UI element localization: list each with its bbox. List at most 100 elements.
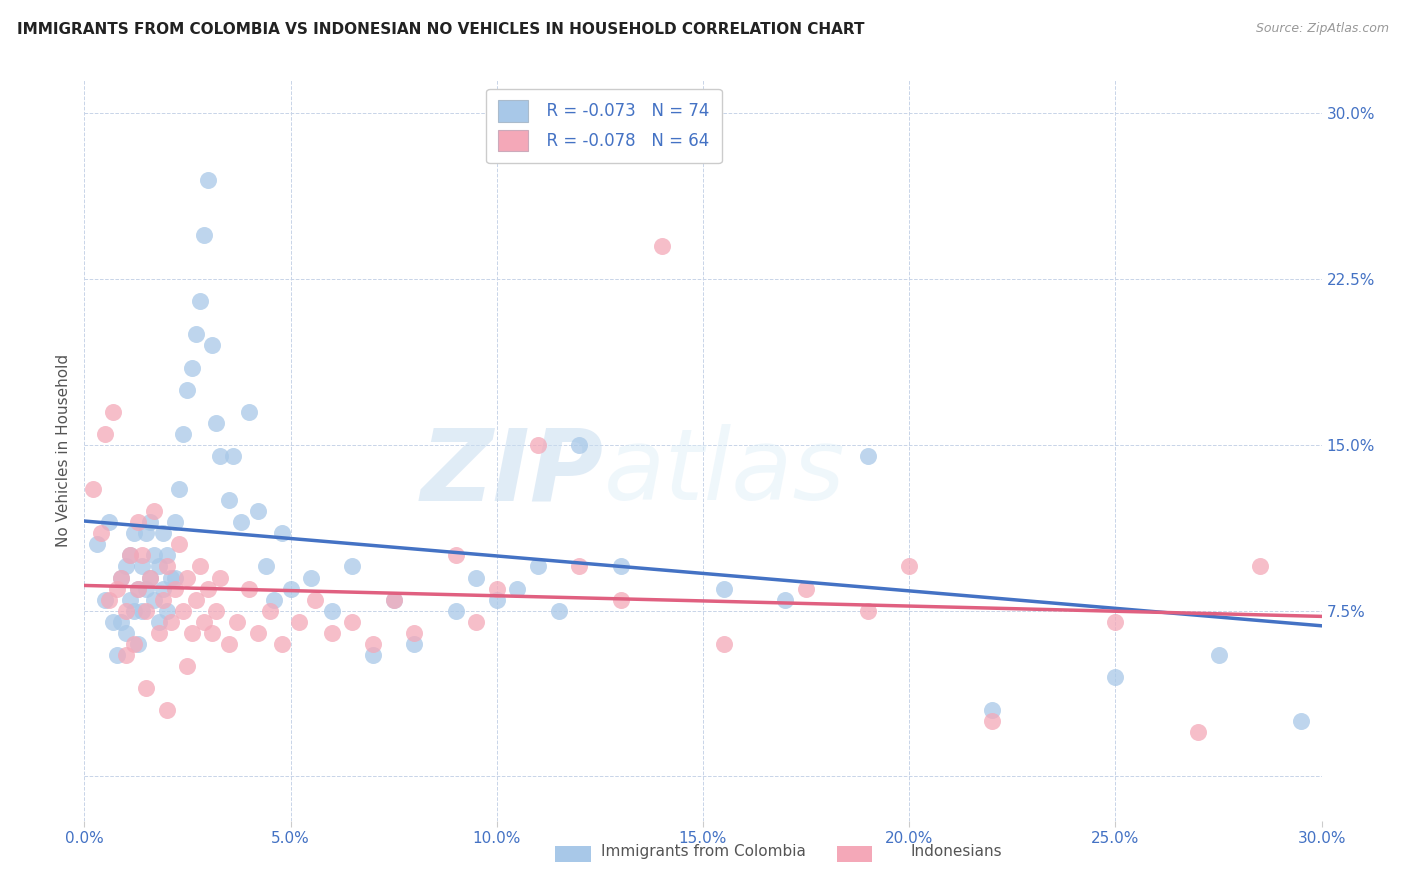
Point bbox=[382, 592, 405, 607]
Point bbox=[1187, 725, 1209, 739]
Point bbox=[404, 637, 426, 651]
Point bbox=[127, 516, 149, 530]
Point bbox=[110, 570, 132, 584]
Point bbox=[172, 426, 194, 441]
Point bbox=[218, 493, 240, 508]
Point bbox=[127, 582, 149, 596]
Point bbox=[139, 570, 162, 584]
Point bbox=[201, 625, 224, 640]
Point bbox=[176, 570, 198, 584]
Point bbox=[90, 526, 112, 541]
Point bbox=[131, 559, 153, 574]
Point bbox=[180, 360, 202, 375]
Point bbox=[94, 426, 117, 441]
Point bbox=[226, 615, 249, 629]
Point bbox=[229, 516, 252, 530]
Point bbox=[148, 625, 170, 640]
Point bbox=[193, 227, 215, 242]
Point bbox=[176, 383, 198, 397]
Point bbox=[176, 659, 198, 673]
Point bbox=[165, 516, 187, 530]
Point bbox=[197, 172, 219, 186]
Point bbox=[651, 128, 673, 143]
Point bbox=[160, 615, 183, 629]
Point bbox=[271, 526, 294, 541]
Point bbox=[506, 582, 529, 596]
Point bbox=[527, 438, 550, 452]
Point bbox=[188, 559, 211, 574]
Point bbox=[254, 559, 277, 574]
Point bbox=[165, 582, 187, 596]
Point bbox=[321, 604, 343, 618]
Text: Immigrants from Colombia: Immigrants from Colombia bbox=[600, 845, 806, 859]
Point bbox=[609, 559, 631, 574]
Point bbox=[103, 615, 125, 629]
Point bbox=[118, 549, 141, 563]
Point bbox=[127, 582, 149, 596]
Point bbox=[98, 516, 121, 530]
Point bbox=[980, 714, 1002, 729]
Point bbox=[1289, 714, 1312, 729]
Point bbox=[139, 516, 162, 530]
Point bbox=[156, 559, 179, 574]
Point bbox=[1249, 559, 1271, 574]
Point bbox=[180, 625, 202, 640]
Point bbox=[209, 570, 232, 584]
Point bbox=[193, 615, 215, 629]
Text: Indonesians: Indonesians bbox=[910, 845, 1002, 859]
Point bbox=[127, 637, 149, 651]
Point bbox=[321, 625, 343, 640]
Point bbox=[197, 582, 219, 596]
Point bbox=[547, 604, 569, 618]
Point bbox=[980, 703, 1002, 717]
Point bbox=[713, 582, 735, 596]
Point bbox=[205, 604, 228, 618]
Point bbox=[1104, 670, 1126, 684]
Point bbox=[184, 592, 207, 607]
Point bbox=[167, 537, 190, 551]
Point bbox=[856, 604, 879, 618]
Point bbox=[114, 625, 136, 640]
Point bbox=[568, 438, 591, 452]
Point bbox=[156, 703, 179, 717]
Point bbox=[143, 504, 166, 518]
Point bbox=[271, 637, 294, 651]
Point bbox=[609, 592, 631, 607]
Point bbox=[167, 482, 190, 496]
Point bbox=[361, 648, 384, 662]
Point bbox=[184, 327, 207, 342]
Point bbox=[898, 559, 921, 574]
Point bbox=[382, 592, 405, 607]
Text: ZIP: ZIP bbox=[420, 425, 605, 521]
Point bbox=[135, 582, 157, 596]
Point bbox=[201, 338, 224, 352]
Point bbox=[259, 604, 281, 618]
Point bbox=[156, 549, 179, 563]
Point bbox=[299, 570, 322, 584]
Point bbox=[143, 592, 166, 607]
Point bbox=[361, 637, 384, 651]
Point bbox=[651, 239, 673, 253]
Point bbox=[160, 570, 183, 584]
Point bbox=[527, 559, 550, 574]
Point bbox=[465, 615, 488, 629]
Point bbox=[122, 637, 145, 651]
Point bbox=[238, 405, 260, 419]
Point bbox=[105, 582, 128, 596]
Point bbox=[122, 604, 145, 618]
Point bbox=[246, 625, 269, 640]
Text: atlas: atlas bbox=[605, 425, 845, 521]
Point bbox=[110, 570, 132, 584]
Point bbox=[713, 637, 735, 651]
Point bbox=[444, 549, 467, 563]
Point bbox=[94, 592, 117, 607]
Point bbox=[143, 549, 166, 563]
Point bbox=[485, 582, 508, 596]
Point bbox=[172, 604, 194, 618]
Point bbox=[139, 570, 162, 584]
Point bbox=[246, 504, 269, 518]
Point bbox=[156, 604, 179, 618]
Point bbox=[263, 592, 285, 607]
Point bbox=[131, 604, 153, 618]
Point bbox=[218, 637, 240, 651]
